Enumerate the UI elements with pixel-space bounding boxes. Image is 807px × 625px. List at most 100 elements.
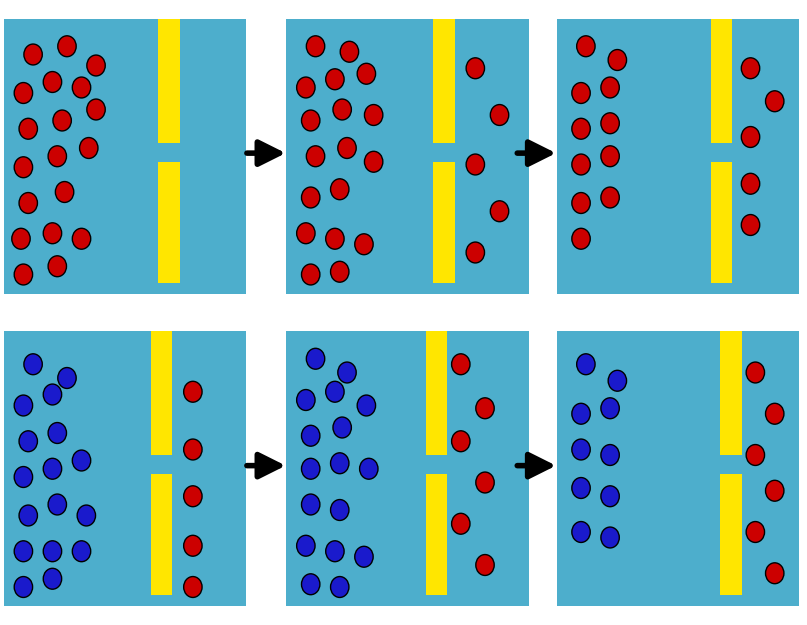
Bar: [426, 331, 447, 455]
Circle shape: [466, 58, 484, 79]
Circle shape: [608, 370, 626, 391]
Circle shape: [56, 181, 73, 203]
Circle shape: [87, 55, 105, 76]
Circle shape: [365, 104, 383, 126]
Circle shape: [572, 118, 590, 139]
Circle shape: [80, 138, 98, 159]
Circle shape: [331, 576, 349, 598]
Circle shape: [572, 478, 590, 499]
Circle shape: [601, 398, 619, 419]
Circle shape: [44, 568, 61, 589]
Circle shape: [297, 535, 315, 556]
Circle shape: [73, 77, 90, 98]
Circle shape: [48, 422, 66, 444]
Circle shape: [184, 439, 202, 460]
Circle shape: [452, 513, 470, 534]
Bar: [720, 474, 742, 595]
Circle shape: [358, 395, 375, 416]
Circle shape: [15, 264, 32, 285]
Circle shape: [184, 486, 202, 507]
Circle shape: [326, 228, 344, 249]
Circle shape: [326, 381, 344, 402]
Circle shape: [302, 574, 320, 595]
Circle shape: [333, 417, 351, 438]
Circle shape: [15, 576, 32, 598]
Circle shape: [331, 452, 349, 474]
Circle shape: [77, 505, 95, 526]
Circle shape: [742, 126, 759, 148]
Bar: [710, 162, 733, 282]
Circle shape: [491, 201, 508, 222]
Circle shape: [44, 222, 61, 244]
Circle shape: [476, 554, 494, 576]
Circle shape: [19, 431, 37, 452]
Circle shape: [476, 472, 494, 493]
Circle shape: [302, 458, 320, 479]
Circle shape: [302, 425, 320, 446]
Circle shape: [302, 187, 320, 208]
Bar: [150, 474, 172, 595]
Circle shape: [44, 541, 61, 562]
Circle shape: [15, 395, 32, 416]
Bar: [150, 331, 172, 455]
Circle shape: [572, 154, 590, 175]
Circle shape: [572, 403, 590, 424]
Circle shape: [358, 63, 375, 84]
Bar: [426, 474, 447, 595]
Circle shape: [331, 499, 349, 521]
Circle shape: [577, 354, 595, 375]
Circle shape: [601, 187, 619, 208]
Circle shape: [338, 362, 356, 383]
Circle shape: [184, 381, 202, 402]
Circle shape: [572, 192, 590, 214]
Circle shape: [297, 222, 315, 244]
Circle shape: [476, 398, 494, 419]
Circle shape: [333, 99, 351, 120]
Circle shape: [601, 527, 619, 548]
Circle shape: [73, 541, 90, 562]
Circle shape: [73, 450, 90, 471]
Circle shape: [746, 362, 764, 383]
Circle shape: [307, 36, 324, 57]
Circle shape: [53, 110, 71, 131]
Circle shape: [44, 384, 61, 405]
Circle shape: [73, 228, 90, 249]
Circle shape: [360, 458, 378, 479]
Circle shape: [746, 521, 764, 542]
Circle shape: [338, 138, 356, 159]
Circle shape: [572, 439, 590, 460]
Circle shape: [766, 562, 784, 584]
Circle shape: [766, 91, 784, 112]
Circle shape: [365, 151, 383, 173]
Circle shape: [331, 179, 349, 200]
Circle shape: [331, 261, 349, 282]
Circle shape: [326, 69, 344, 90]
Circle shape: [307, 146, 324, 167]
Circle shape: [297, 77, 315, 98]
Circle shape: [307, 348, 324, 369]
Circle shape: [466, 154, 484, 175]
Circle shape: [601, 77, 619, 98]
Circle shape: [58, 368, 76, 389]
Circle shape: [572, 82, 590, 104]
Circle shape: [15, 82, 32, 104]
Circle shape: [302, 264, 320, 285]
Circle shape: [48, 146, 66, 167]
Circle shape: [746, 444, 764, 466]
Circle shape: [742, 214, 759, 236]
Circle shape: [491, 104, 508, 126]
Circle shape: [452, 354, 470, 375]
Circle shape: [608, 49, 626, 71]
Circle shape: [184, 535, 202, 556]
Circle shape: [12, 228, 30, 249]
Circle shape: [24, 354, 42, 375]
Bar: [157, 19, 179, 142]
Circle shape: [766, 480, 784, 501]
Circle shape: [577, 36, 595, 57]
Circle shape: [15, 541, 32, 562]
Circle shape: [44, 71, 61, 92]
Circle shape: [15, 157, 32, 177]
Circle shape: [44, 458, 61, 479]
Circle shape: [742, 173, 759, 194]
Circle shape: [601, 146, 619, 167]
